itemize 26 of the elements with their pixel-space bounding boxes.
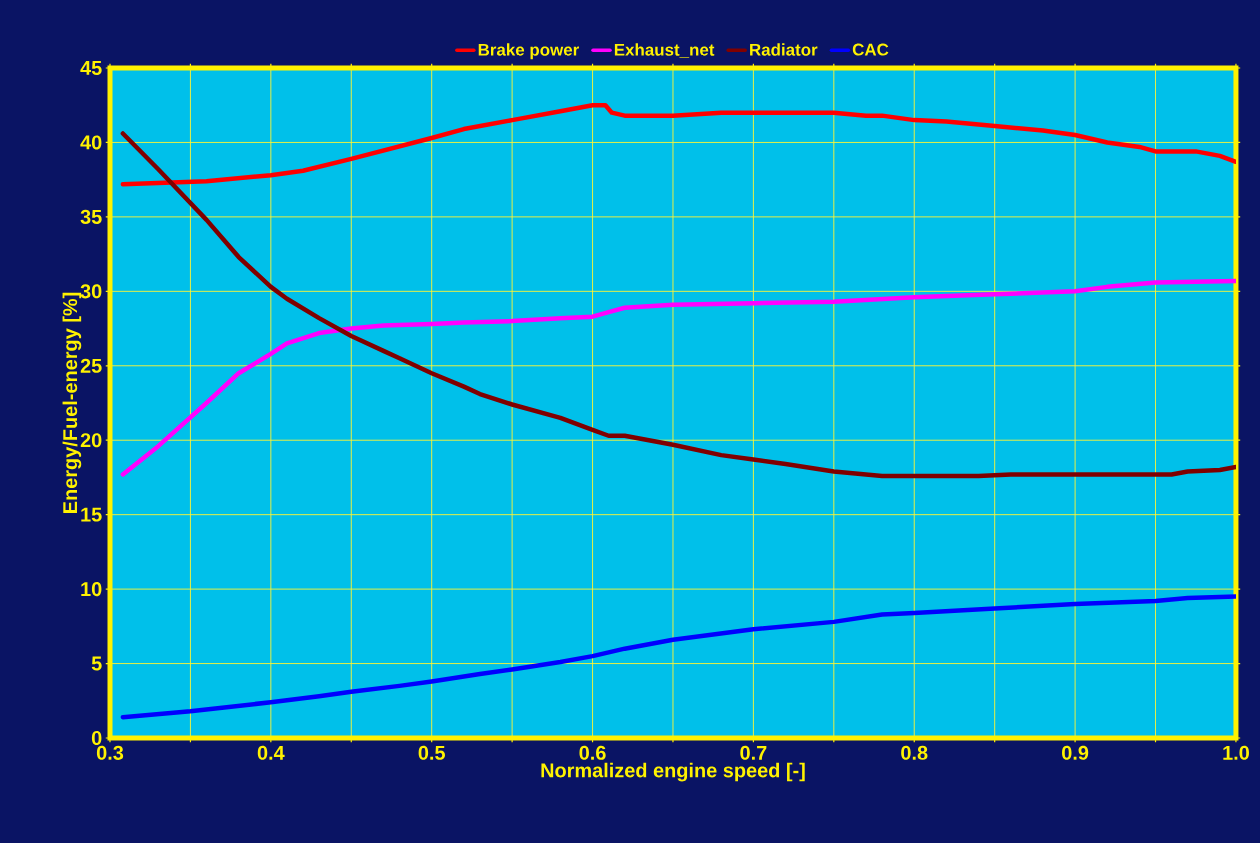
x-tick-label: 0.9 xyxy=(1062,745,1089,760)
x-tick-label: 0.4 xyxy=(257,745,285,760)
x-tick-label: 0.3 xyxy=(96,745,124,760)
y-tick-label: 30 xyxy=(80,284,102,299)
legend-label: Radiator xyxy=(750,43,818,56)
y-tick-label: 35 xyxy=(80,209,102,224)
line-series xyxy=(120,594,1236,720)
y-tick-label: 20 xyxy=(80,433,102,448)
y-tick-label: 10 xyxy=(81,582,102,597)
y-axis-title: Energy/Fuel-energy [%] xyxy=(62,292,82,513)
legend-label: CAC xyxy=(852,43,889,56)
y-tick-label: 0 xyxy=(91,730,102,746)
y-tick-label: 25 xyxy=(80,358,102,373)
legend-label: Exhaust_net xyxy=(614,43,715,58)
x-tick-label: 0.5 xyxy=(418,745,445,760)
x-tick-label: 0.8 xyxy=(901,745,928,760)
y-tick-label: 5 xyxy=(91,656,102,671)
x-axis-title: Normalized engine speed [-] xyxy=(541,762,805,782)
y-tick-label: 45 xyxy=(80,61,102,75)
y-tick-label: 15 xyxy=(81,507,102,522)
x-tick-label: 0.7 xyxy=(740,745,767,760)
y-tick-label: 40 xyxy=(80,135,102,150)
x-tick-label: 1.0 xyxy=(1223,745,1249,760)
line-series xyxy=(120,278,1236,477)
legend-label: Brake power xyxy=(478,43,579,60)
x-tick-label: 0.6 xyxy=(579,745,606,760)
